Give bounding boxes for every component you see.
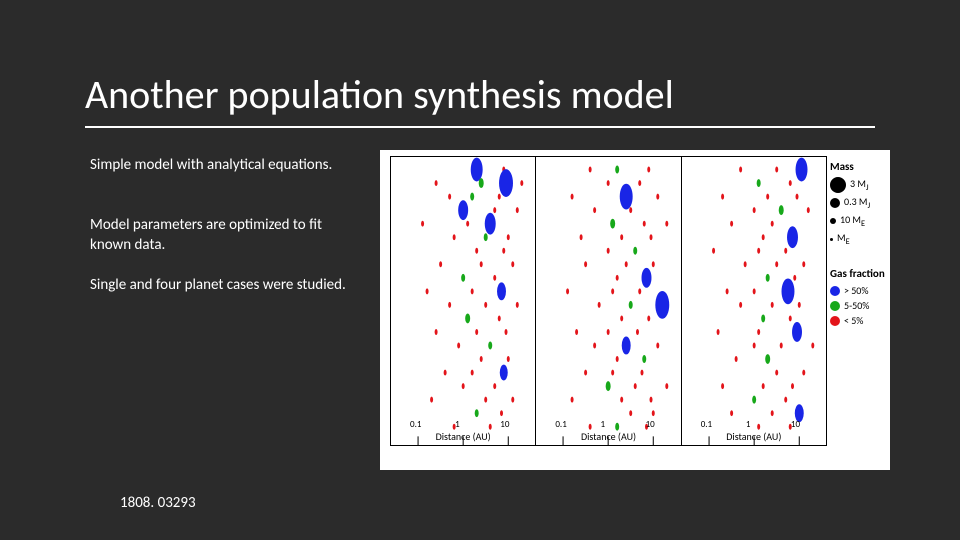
body-paragraph-3: Single and four planet cases were studie… — [90, 275, 350, 295]
scatter-panel: 0.1110Distance (AU) — [681, 156, 827, 446]
title-underline — [85, 126, 875, 128]
reference-citation: 1808. 03293 — [120, 494, 196, 512]
scatter-panels: 0.1110Distance (AU)0.1110Distance (AU)0.… — [390, 156, 827, 446]
x-axis-label: Distance (AU) — [536, 430, 680, 443]
figure-legend: Mass3 MJ0.3 MJ10 MEMEGas fraction> 50%5-… — [830, 160, 886, 329]
scatter-panel: 0.1110Distance (AU) — [535, 156, 680, 446]
x-axis-label: Distance (AU) — [682, 430, 826, 443]
slide-title: Another population synthesis model — [85, 70, 674, 119]
scatter-panel: 0.1110Distance (AU) — [390, 156, 535, 446]
x-axis-label: Distance (AU) — [391, 430, 535, 443]
body-paragraph-2: Model parameters are optimized to fit kn… — [90, 215, 350, 256]
figure-container: 0.1110Distance (AU)0.1110Distance (AU)0.… — [380, 150, 890, 470]
body-paragraph-1: Simple model with analytical equations. — [90, 155, 332, 175]
